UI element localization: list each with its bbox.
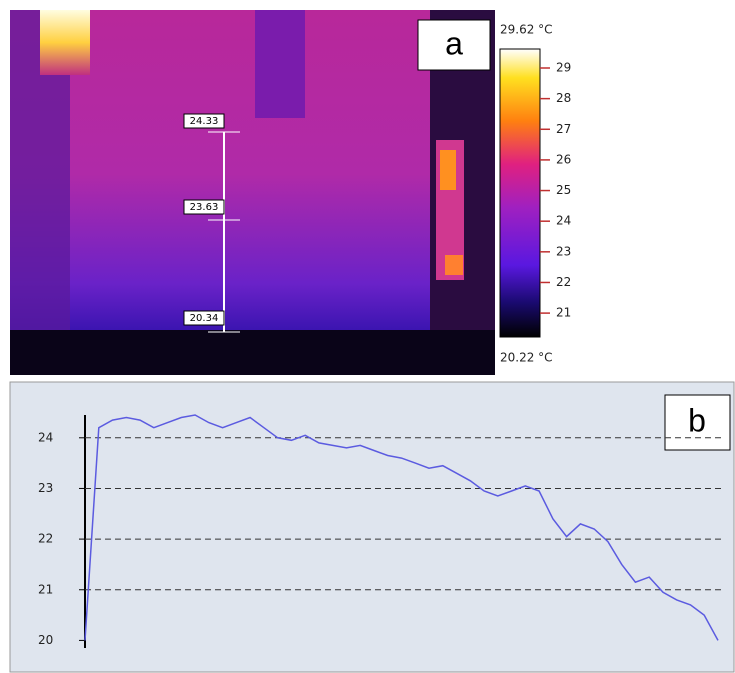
y-tick-label: 21 [38, 582, 53, 596]
y-tick-label: 23 [556, 244, 571, 258]
y-tick-label: 28 [556, 91, 571, 105]
data-line [84, 414, 719, 641]
y-tick-label: 24 [556, 214, 571, 228]
colorbar-max: 29.62 °C [500, 23, 553, 37]
y-tick-label: 25 [556, 183, 571, 197]
panel-label-box [417, 19, 491, 71]
y-tick-label: 20 [38, 633, 53, 647]
y-tick-label: 21 [556, 306, 571, 320]
dynamic: 21 22 23 24 25 26 27 28 29 20 21 22 23 24 [38, 60, 725, 648]
colorbar [499, 48, 541, 338]
probe-label: 23.63 [190, 202, 219, 213]
panel-label: a [445, 25, 463, 61]
y-tick-label: 29 [556, 60, 571, 74]
y-tick-label: 22 [556, 275, 571, 289]
probe-label: 20.34 [190, 313, 219, 324]
panel-label-box [664, 394, 731, 451]
panel-label: b [688, 402, 706, 438]
y-tick-label: 26 [556, 152, 571, 166]
y-tick-label: 24 [38, 430, 53, 444]
probe-label: 24.33 [190, 116, 219, 127]
y-tick-label: 22 [38, 532, 53, 546]
thermal-image: 24.33 23.63 20.34 [10, 10, 495, 375]
y-tick-label: 27 [556, 122, 571, 136]
plot-background [9, 381, 735, 673]
y-tick-label: 23 [38, 481, 53, 495]
colorbar-min: 20.22 °C [500, 351, 553, 365]
